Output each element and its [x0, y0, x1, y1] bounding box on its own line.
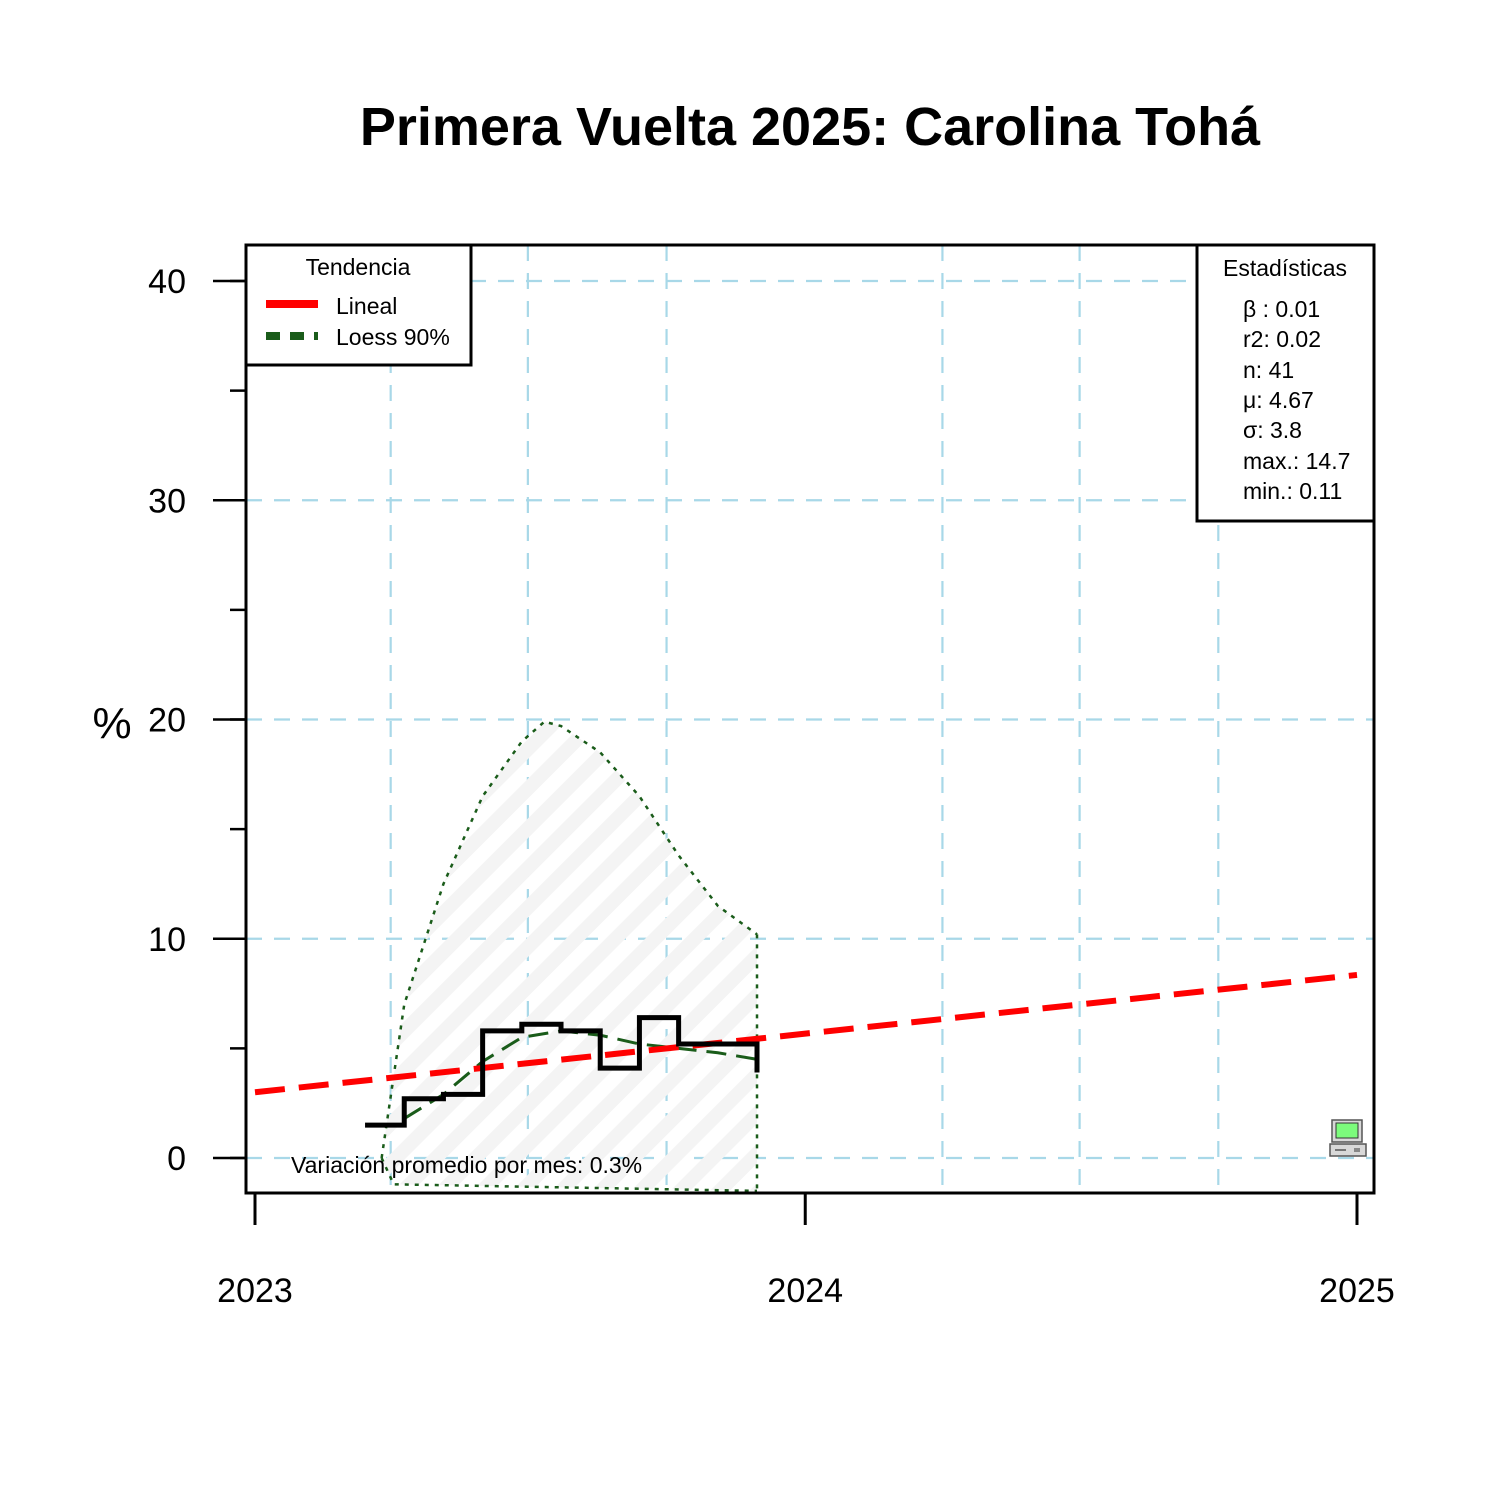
stat-min: min.: 0.11: [1243, 478, 1342, 504]
loess-band: [381, 721, 758, 1191]
legend-trend: Tendencia Lineal Loess 90%: [244, 243, 473, 367]
stat-mean: μ: 4.67: [1243, 387, 1314, 413]
y-tick-label: 30: [148, 482, 186, 520]
stat-sd: σ: 3.8: [1243, 417, 1302, 443]
loess-line: [403, 1029, 758, 1120]
x-tick-label: 2025: [1319, 1272, 1395, 1310]
y-axis-label: %: [92, 699, 131, 748]
y-axis: 0 10 20 30 40: [148, 263, 248, 1178]
y-tick-label: 10: [148, 921, 186, 959]
stats-box-frame: [1195, 243, 1376, 523]
legend-item-lineal: Lineal: [336, 293, 397, 319]
stat-max: max.: 14.7: [1243, 448, 1350, 474]
stats-title: Estadísticas: [1223, 255, 1347, 281]
stat-beta: β : 0.01: [1243, 296, 1320, 322]
y-tick-label: 0: [167, 1140, 186, 1178]
poll-step-line: [365, 1015, 760, 1128]
y-tick-label: 20: [148, 702, 186, 740]
computer-icon: [1329, 1119, 1367, 1157]
plot-area: [254, 720, 1358, 1193]
x-tick-label: 2023: [217, 1272, 293, 1310]
y-tick-label: 40: [148, 263, 186, 301]
stat-r2: r2: 0.02: [1243, 326, 1321, 352]
loess-band-upper: [380, 720, 758, 1159]
chart-title: Primera Vuelta 2025: Carolina Tohá: [360, 97, 1261, 157]
legend-item-loess: Loess 90%: [336, 324, 450, 350]
x-axis: 2023 2024 2025: [217, 1193, 1395, 1310]
loess-band-lower: [380, 1157, 758, 1193]
monthly-variation-note: Variación promedio por mes: 0.3%: [291, 1152, 642, 1178]
x-tick-label: 2024: [767, 1272, 843, 1310]
stat-n: n: 41: [1243, 357, 1294, 383]
stats-box: Estadísticas β : 0.01 r2: 0.02 n: 41 μ: …: [1195, 243, 1376, 523]
legend-trend-title: Tendencia: [306, 254, 411, 280]
linear-trend-line: [254, 971, 1358, 1096]
